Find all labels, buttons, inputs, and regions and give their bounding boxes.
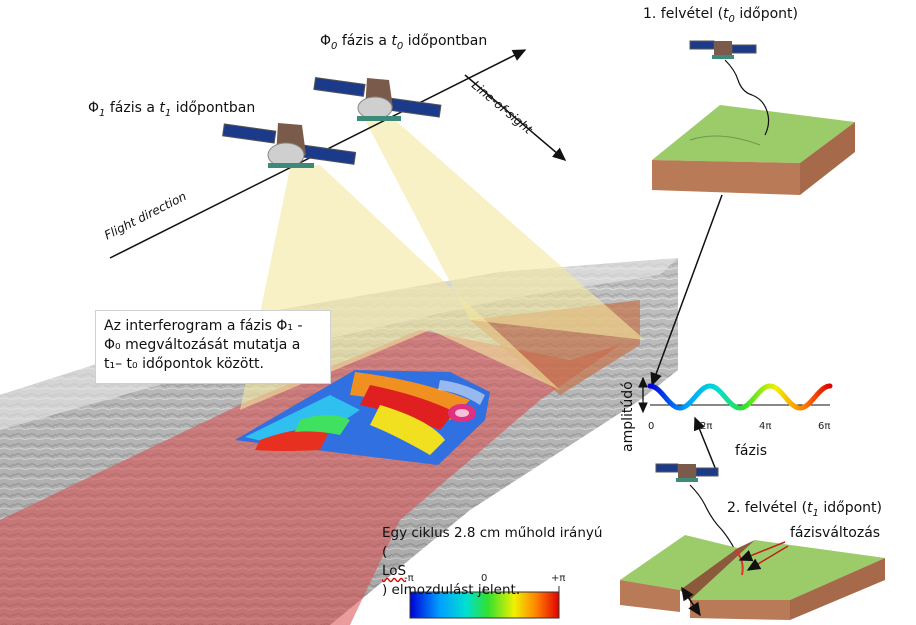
link-arrow-2 — [693, 416, 719, 476]
interferogram — [235, 370, 490, 465]
phase-axis-label: fázis — [735, 443, 768, 459]
beam-t0 — [365, 120, 645, 340]
satellite-t0-icon — [313, 76, 442, 121]
link-arrow-1 — [650, 194, 723, 387]
wave-tick-2pi: 2π — [700, 421, 713, 432]
phase-change-arrow-2 — [746, 545, 789, 571]
colorbar-mid-label: 0 — [481, 573, 488, 584]
signal-path-1 — [724, 59, 770, 136]
phase-change-arrow-1 — [738, 541, 786, 562]
wave-tick-4pi: 4π — [759, 421, 772, 432]
interferogram-note: Az interferogram a fázis Φ₁ - Φ₀ megvált… — [95, 310, 331, 384]
phase-change-label: fázisváltozás — [790, 525, 881, 541]
ground-block-1 — [652, 105, 855, 195]
signal-path-2 — [689, 484, 736, 551]
satellite-acq1-icon — [689, 40, 757, 59]
amplitude-label: amplitúdó — [620, 381, 636, 452]
acquisition-1-label: 1. felvétel (t0 időpont) — [643, 6, 798, 25]
wave-tick-0: 0 — [648, 421, 655, 432]
colorbar — [409, 586, 560, 619]
acquisition-2-label: 2. felvétel (t1 időpont) — [727, 500, 882, 519]
wave-tick-6pi: 6π — [818, 421, 831, 432]
ground-block-2 — [620, 535, 885, 620]
los-arrow — [464, 74, 567, 161]
colorbar-min-label: -π — [404, 573, 414, 584]
cycle-note: Egy ciklus 2.8 cm műhold irányú (LoS) el… — [382, 525, 603, 598]
colorbar-max-label: +π — [551, 573, 566, 584]
satellite-t1-icon — [222, 123, 357, 168]
phase-wave — [638, 376, 833, 414]
phi0-label: Φ0 fázis a t0 időpontban — [320, 33, 488, 52]
phi1-label: Φ1 fázis a t1 időpontban — [88, 100, 256, 119]
satellite-acq2-icon — [655, 463, 719, 482]
